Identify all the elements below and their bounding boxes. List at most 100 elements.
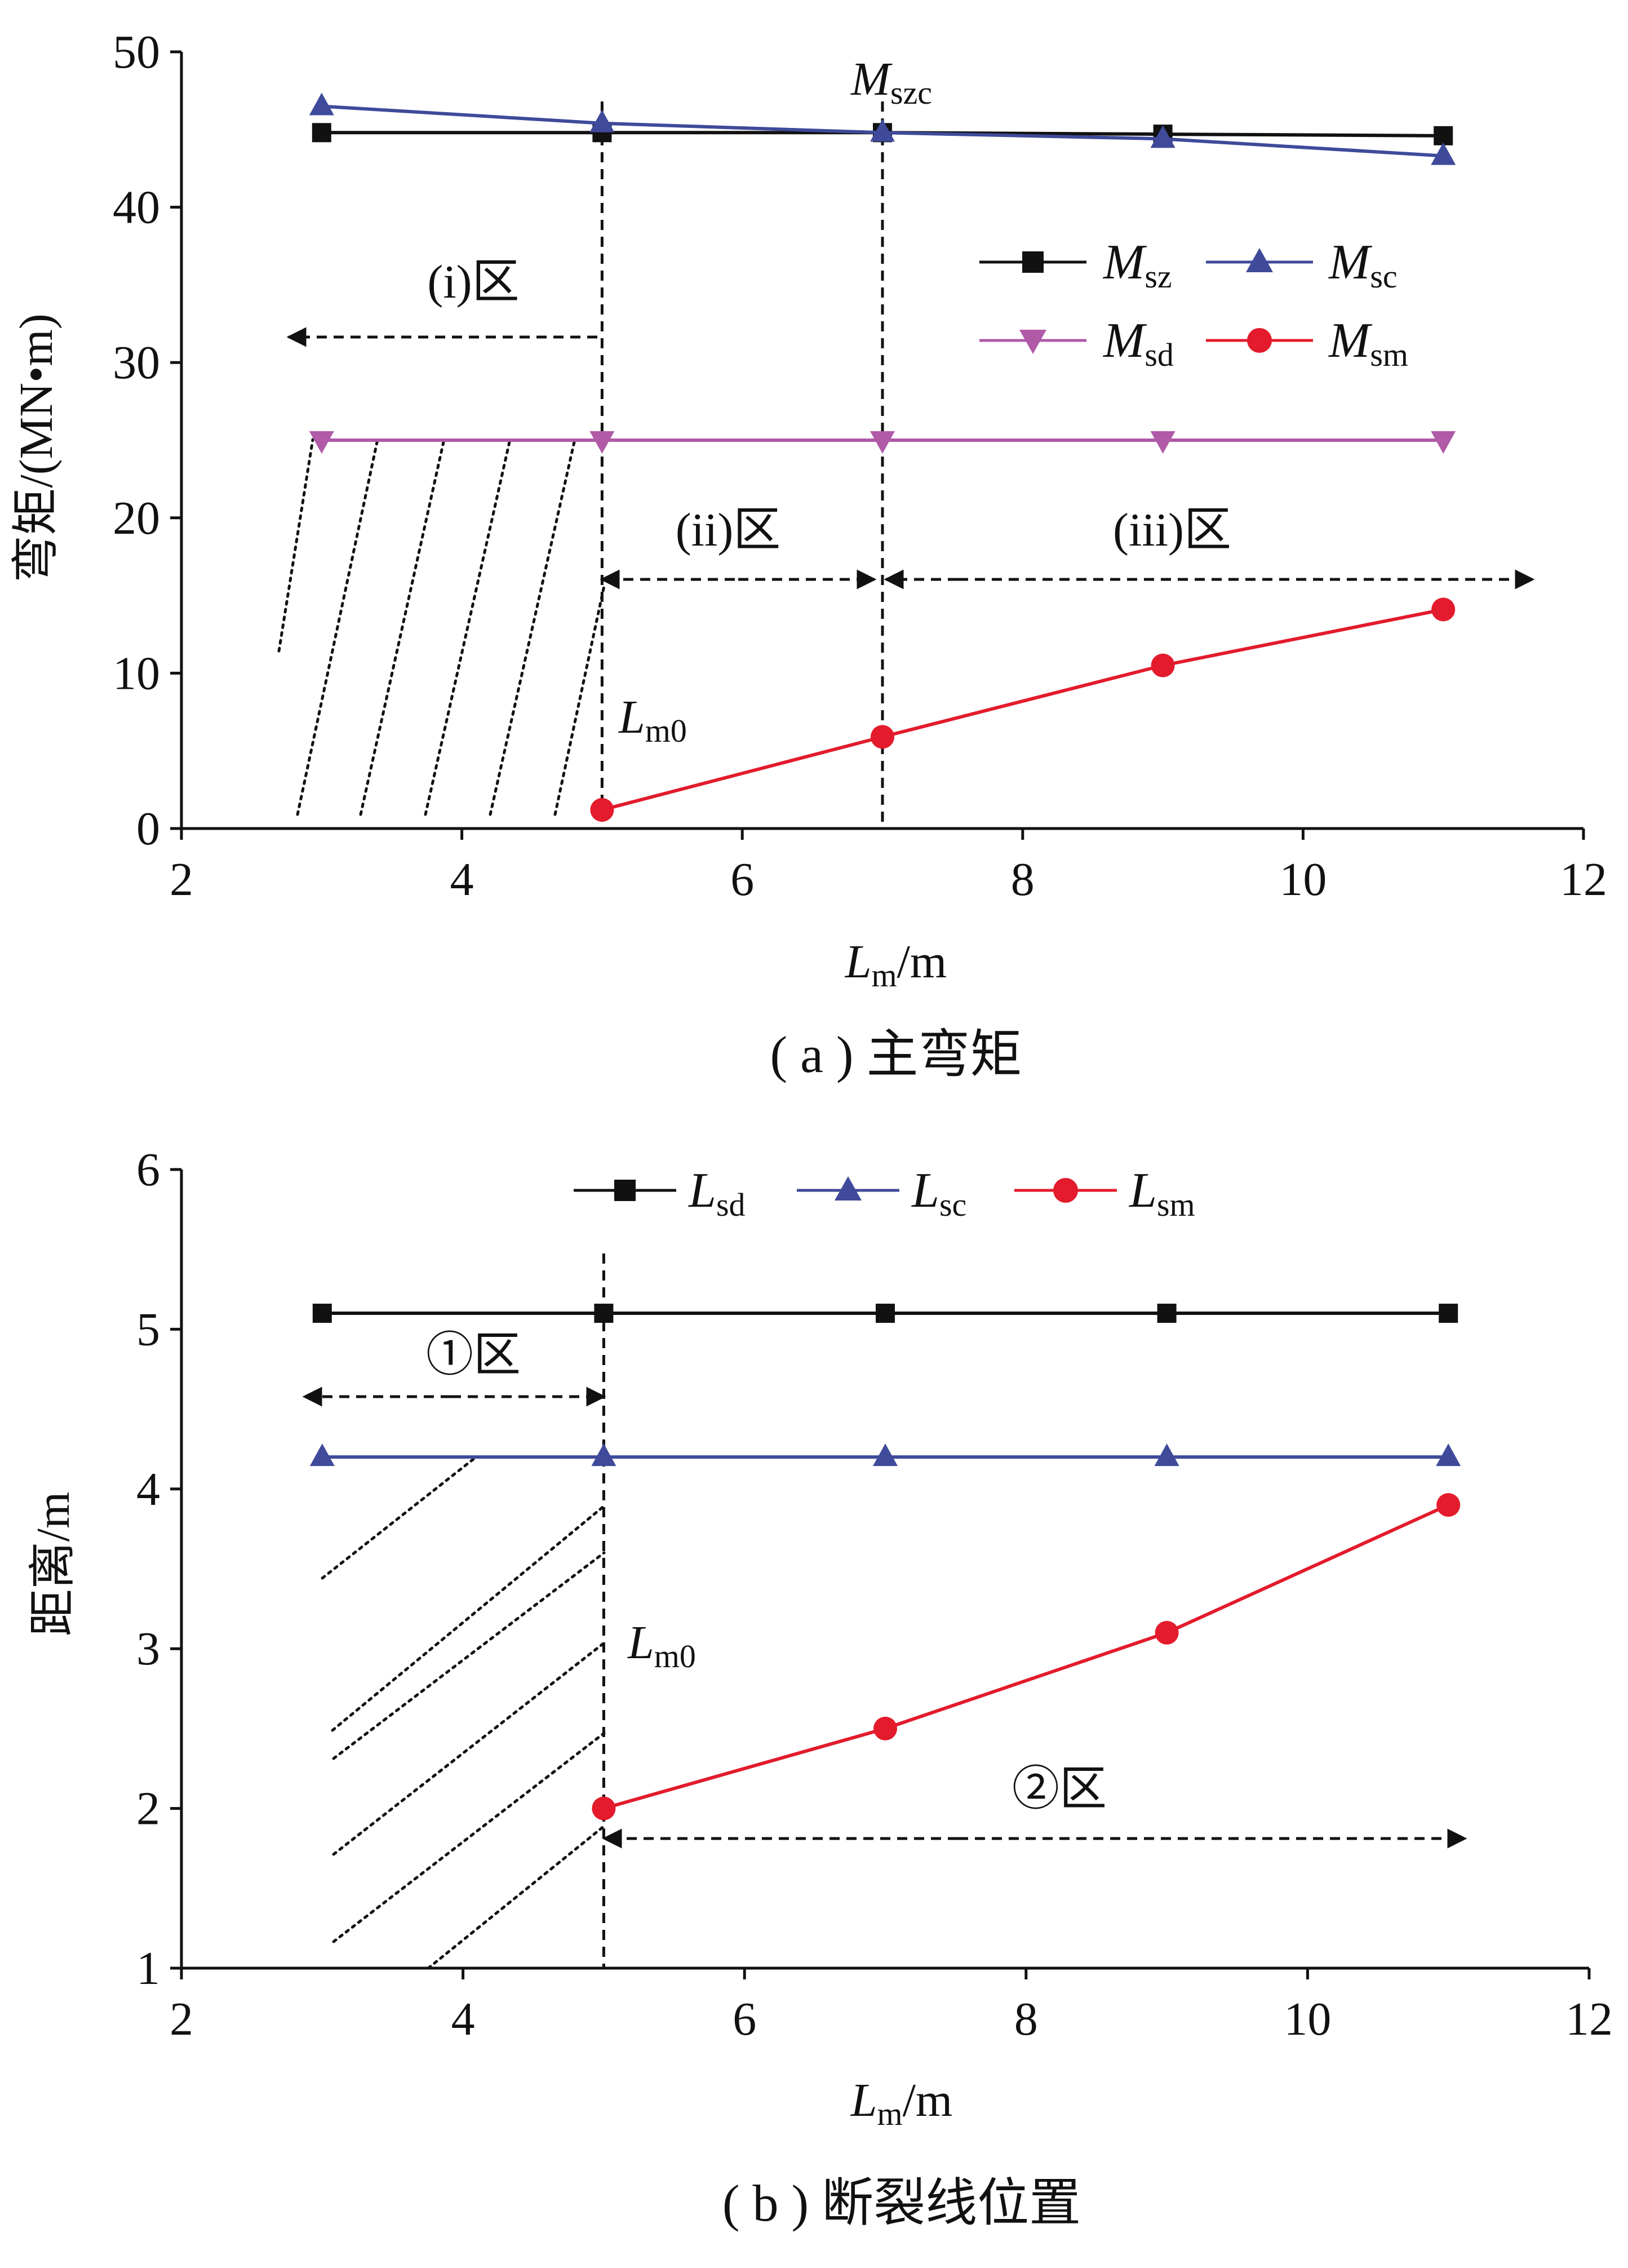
moment-chart-caption: ( a ) 主弯矩 xyxy=(770,1026,1022,1083)
legend-item-lsc: Lsc xyxy=(797,1163,966,1223)
legend-lsd-marker xyxy=(614,1180,636,1201)
data-point-msd xyxy=(870,431,895,454)
zone-iii-label: (iii)区 xyxy=(1113,504,1231,556)
x-tick-label: 12 xyxy=(1560,853,1607,906)
legend-msm-label-sub: sm xyxy=(1370,336,1408,373)
legend-lsm-marker xyxy=(1053,1178,1078,1203)
fracture-chart-caption: ( b ) 断裂线位置 xyxy=(722,2174,1081,2232)
fracture-chart-legend: Lsd Lsc Lsm xyxy=(574,1163,1195,1223)
lm0-annotation-main: L xyxy=(618,691,645,743)
legend-msd-label-sub: sd xyxy=(1145,336,1174,373)
data-point-msc xyxy=(870,119,895,142)
hatch-line xyxy=(489,438,576,816)
data-point-lsc xyxy=(873,1443,898,1467)
data-point-msm xyxy=(1431,597,1456,622)
lm0-annotation: Lm0 xyxy=(618,691,687,749)
y-tick-label: 1 xyxy=(136,1942,160,1995)
hatch-line xyxy=(332,1551,606,1760)
data-point-lsd xyxy=(876,1304,895,1323)
fracture-chart-series xyxy=(309,1304,1461,1820)
series-lsd xyxy=(312,1304,1458,1323)
hatch-line xyxy=(332,1731,606,1943)
legend-msz-label: Msz xyxy=(1102,235,1172,295)
data-point-msc xyxy=(589,109,615,132)
fracture-chart-x-label-main: L xyxy=(850,2074,877,2127)
x-tick-label: 2 xyxy=(170,1993,193,2045)
lm0-annotation-b-sub: m0 xyxy=(654,1638,696,1675)
series-msc xyxy=(309,92,1456,165)
legend-msz-label-main: M xyxy=(1102,235,1147,290)
x-tick-label: 12 xyxy=(1565,1993,1613,2045)
data-point-lsd xyxy=(594,1304,614,1323)
data-point-msc xyxy=(1431,142,1456,165)
legend-item-lsm: Lsm xyxy=(1014,1163,1195,1223)
zone-2-label: ②区 xyxy=(1012,1763,1107,1815)
x-tick-label: 4 xyxy=(451,1993,475,2045)
x-tick-label: 4 xyxy=(450,853,474,906)
fracture-chart-x-label: Lm/m xyxy=(850,2074,953,2132)
legend-item-msd: Msd xyxy=(979,313,1174,373)
x-tick-label: 8 xyxy=(1011,853,1035,906)
zone-i-hatch xyxy=(277,438,606,816)
data-point-msd xyxy=(1150,431,1175,454)
legend-lsc-label-main: L xyxy=(911,1163,939,1218)
x-tick-label: 10 xyxy=(1284,1993,1331,2045)
data-point-lsc xyxy=(309,1443,335,1467)
moment-chart-x-label-tail: /m xyxy=(897,936,947,988)
data-point-msm xyxy=(871,725,894,749)
legend-msd-label: Msd xyxy=(1102,313,1174,373)
legend-lsd-label-sub: sd xyxy=(716,1186,746,1223)
moment-chart-series xyxy=(309,92,1456,822)
data-point-msc xyxy=(309,92,334,116)
x-tick-label: 10 xyxy=(1279,853,1327,906)
x-tick-label: 6 xyxy=(733,1993,756,2045)
legend-lsm-label-main: L xyxy=(1128,1163,1157,1218)
data-point-lsm xyxy=(1155,1620,1179,1645)
data-point-msc xyxy=(1150,125,1175,148)
legend-lsd-label: Lsd xyxy=(687,1163,746,1223)
data-point-lsd xyxy=(1439,1304,1458,1323)
legend-msd-label-main: M xyxy=(1102,313,1147,368)
data-point-lsc xyxy=(1436,1443,1461,1467)
hatch-line xyxy=(296,438,379,816)
x-tick-label: 8 xyxy=(1014,1993,1038,2045)
data-point-msz xyxy=(1434,126,1453,145)
legend-msc-label-main: M xyxy=(1328,235,1373,290)
data-point-msd xyxy=(589,431,615,454)
y-tick-label: 50 xyxy=(113,26,160,78)
legend-lsm-label-sub: sm xyxy=(1157,1186,1195,1223)
lm0-annotation-sub: m0 xyxy=(645,712,687,749)
series-line-msm xyxy=(601,608,1444,812)
y-tick-label: 20 xyxy=(113,492,160,544)
data-point-msz xyxy=(312,123,331,143)
hatch-line xyxy=(359,438,446,816)
legend-msm-marker xyxy=(1247,328,1272,353)
y-tick-label: 2 xyxy=(136,1783,160,1835)
series-msm xyxy=(590,597,1456,822)
data-point-lsc xyxy=(591,1443,616,1467)
data-point-lsc xyxy=(1154,1443,1179,1467)
legend-item-msz: Msz xyxy=(979,235,1172,295)
mszc-annotation-sub: szc xyxy=(890,74,932,111)
x-tick-label: 2 xyxy=(170,853,193,906)
fracture-chart-x-label-tail: /m xyxy=(903,2074,953,2127)
zone-1-hatch xyxy=(321,1455,606,1970)
fracture-chart-y-label: 距离/m xyxy=(27,1492,79,1637)
data-point-lsd xyxy=(312,1304,332,1323)
moment-chart: 2 4 6 8 10 12 0 10 20 30 40 50 弯矩/(MN•m) Lm/m ( a )… xyxy=(10,26,1607,1083)
y-tick-label: 40 xyxy=(113,181,160,234)
hatch-line xyxy=(321,1455,478,1580)
series-msd xyxy=(309,431,1456,454)
y-tick-label: 4 xyxy=(136,1463,160,1516)
data-point-lsm xyxy=(592,1796,616,1820)
legend-msz-marker xyxy=(1022,251,1044,273)
data-point-lsm xyxy=(1436,1493,1461,1517)
hatch-line xyxy=(277,438,314,653)
y-tick-label: 10 xyxy=(113,647,160,699)
moment-chart-axes xyxy=(180,52,1583,830)
legend-lsc-marker xyxy=(835,1176,862,1201)
legend-msc-label-sub: sc xyxy=(1370,258,1397,295)
